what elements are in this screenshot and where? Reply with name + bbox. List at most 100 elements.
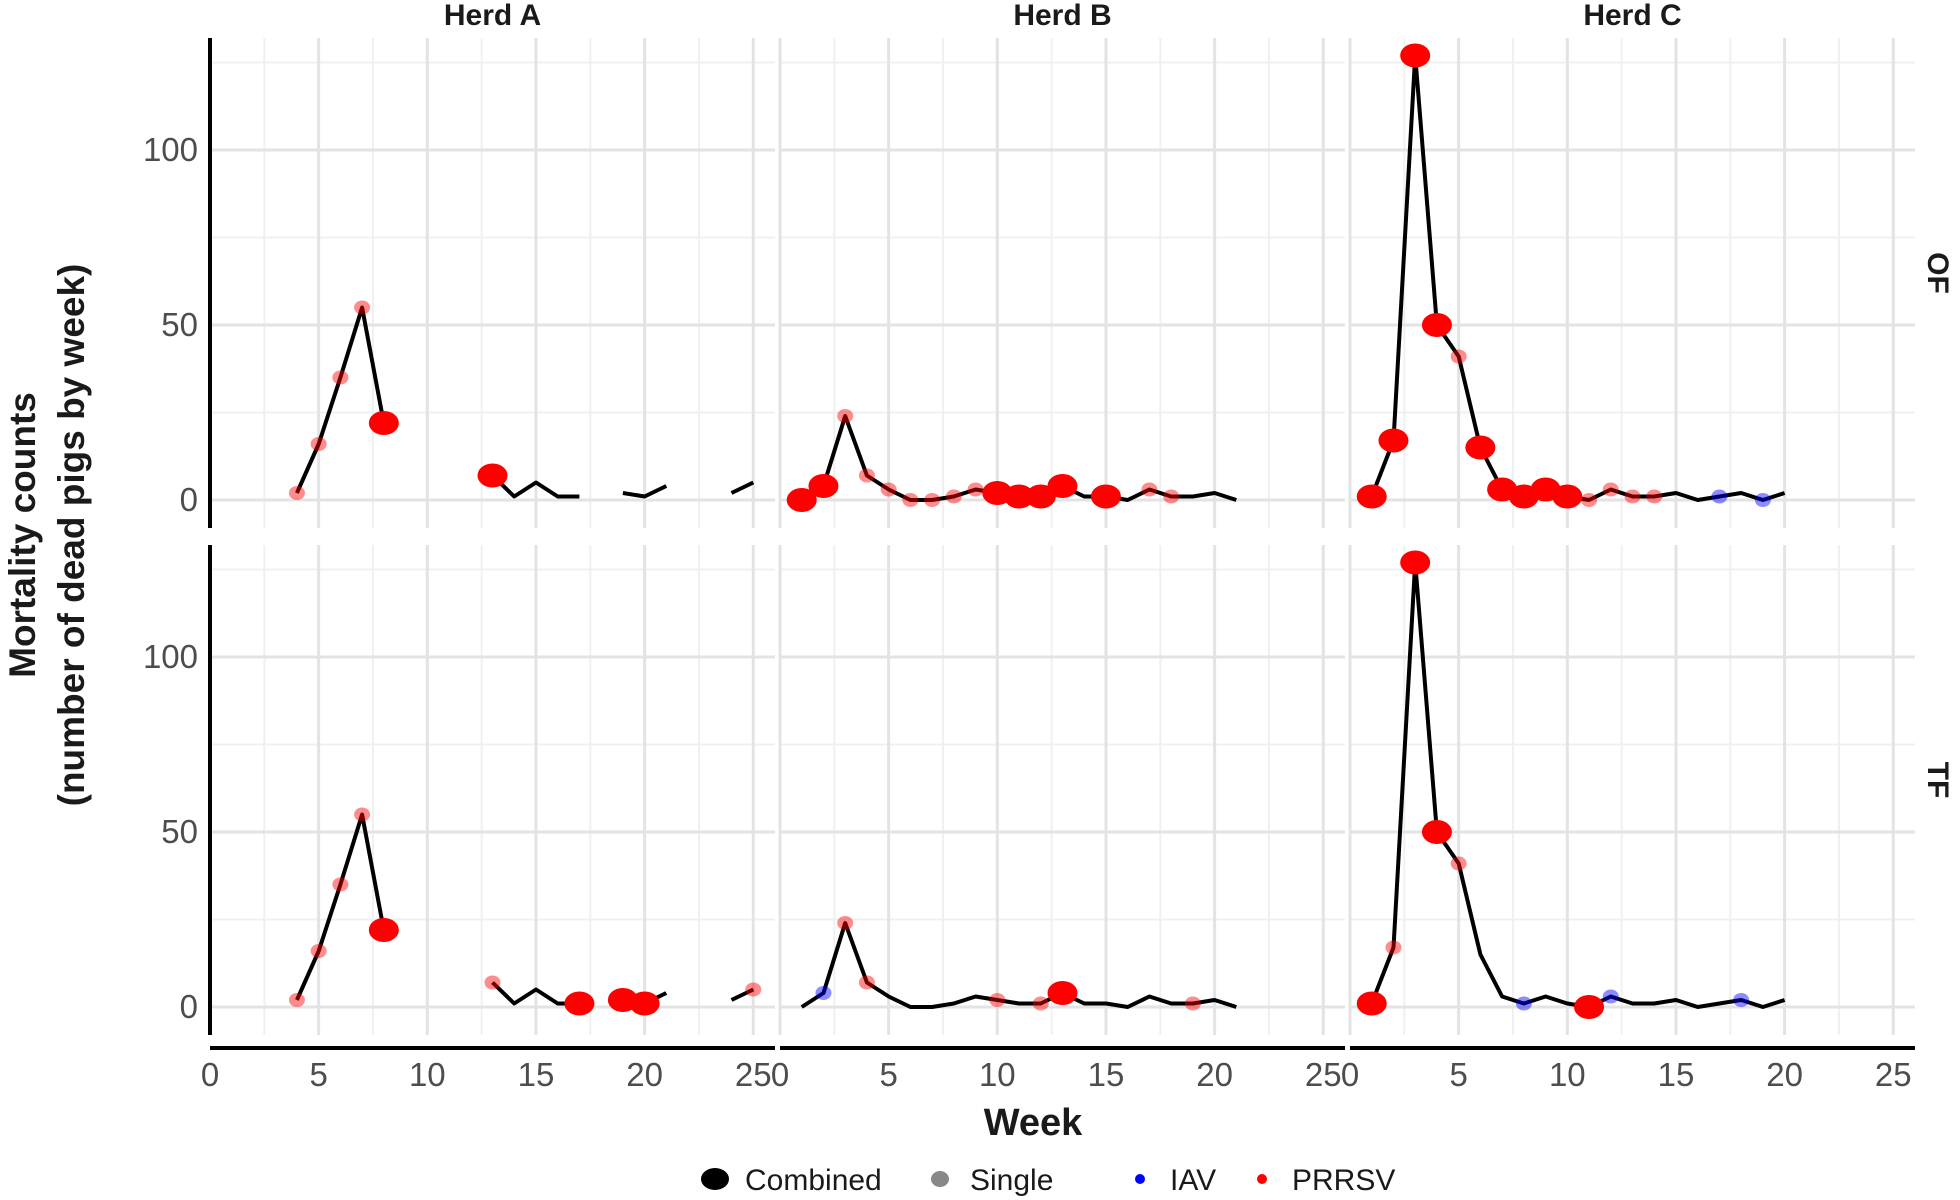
legend: Combined Single IAV PRRSV — [701, 1164, 1395, 1197]
single-prrsv-point — [1602, 482, 1619, 497]
single-prrsv-point — [1450, 349, 1467, 364]
single-prrsv-point — [880, 482, 897, 497]
single-prrsv-point — [1581, 493, 1598, 507]
legend-label-combined: Combined — [745, 1164, 882, 1197]
panel-herd-c-of — [1348, 38, 1915, 528]
combined-prrsv-point — [1047, 981, 1078, 1005]
single-prrsv-point — [1184, 996, 1201, 1011]
strip-label-herd-c: Herd C — [1583, 0, 1681, 32]
single-prrsv-point — [967, 482, 984, 497]
single-prrsv-point — [1646, 489, 1663, 504]
x-tick-label: 10 — [1549, 1056, 1586, 1093]
single-prrsv-point — [989, 993, 1006, 1007]
single-prrsv-point — [332, 370, 349, 385]
combined-prrsv-point — [1356, 484, 1387, 509]
combined-prrsv-point — [1025, 484, 1056, 509]
single-prrsv-point — [1385, 940, 1402, 955]
single-prrsv-point — [1141, 482, 1158, 497]
series-line — [730, 480, 755, 495]
combined-prrsv-point — [1004, 484, 1035, 509]
panels-layer — [208, 38, 1915, 1035]
combined-prrsv-point — [1465, 435, 1496, 460]
legend-item-iav: IAV — [1135, 1164, 1216, 1197]
y-axis-title-line2: (number of dead pigs by week) — [51, 264, 92, 807]
panel-data — [1356, 43, 1786, 509]
y-tick-label: 100 — [143, 638, 198, 675]
strip-label-herd-b: Herd B — [1013, 0, 1111, 32]
x-axis-title: Week — [984, 1102, 1083, 1144]
single-iav-point — [1602, 989, 1619, 1004]
panel-herd-b-of — [778, 38, 1345, 528]
legend-item-prrsv: PRRSV — [1257, 1164, 1395, 1197]
legend-key-prrsv — [1257, 1174, 1267, 1184]
combined-prrsv-point — [477, 463, 508, 488]
legend-key-iav — [1135, 1174, 1145, 1184]
combined-prrsv-point — [368, 411, 399, 435]
legend-key-combined — [701, 1168, 729, 1190]
single-prrsv-point — [837, 916, 854, 930]
x-tick-label: 15 — [518, 1056, 555, 1093]
x-tick-label: 10 — [979, 1056, 1016, 1093]
y-tick-label: 0 — [180, 481, 198, 518]
y-axis-title-line1: Mortality counts — [2, 392, 43, 678]
panel-herd-a-of — [208, 38, 775, 528]
series-line — [295, 812, 386, 1001]
combined-prrsv-point — [1574, 995, 1605, 1019]
legend-item-combined: Combined — [701, 1164, 882, 1197]
x-tick-label: 10 — [409, 1056, 446, 1093]
single-prrsv-point — [745, 982, 762, 997]
row-strip-label-of: OF — [1921, 252, 1954, 294]
x-tick-label: 0 — [771, 1056, 789, 1093]
single-prrsv-point — [288, 993, 305, 1007]
single-prrsv-point — [902, 493, 919, 507]
row-strip-label-tf: TF — [1921, 762, 1954, 799]
single-prrsv-point — [945, 489, 962, 504]
x-tick-label: 5 — [1449, 1056, 1467, 1093]
series-line — [1369, 560, 1786, 1009]
x-tick-label: 0 — [201, 1056, 219, 1093]
single-prrsv-point — [858, 468, 875, 483]
x-tick-label: 25 — [1305, 1056, 1342, 1093]
y-tick-label: 50 — [161, 306, 198, 343]
single-prrsv-point — [354, 300, 371, 315]
series-line — [295, 305, 386, 494]
combined-prrsv-point — [1400, 550, 1431, 575]
panel-data — [288, 300, 755, 500]
combined-prrsv-point — [1421, 820, 1452, 844]
single-prrsv-point — [1624, 489, 1641, 504]
x-tick-label: 15 — [1658, 1056, 1695, 1093]
single-prrsv-point — [1163, 489, 1180, 504]
y-tick-label: 0 — [180, 988, 198, 1025]
x-tick-label: 20 — [626, 1056, 663, 1093]
combined-prrsv-point — [1421, 313, 1452, 337]
x-tick-label: 25 — [1875, 1056, 1912, 1093]
combined-prrsv-point — [1090, 484, 1121, 509]
legend-label-prrsv: PRRSV — [1292, 1164, 1395, 1197]
series-line — [1369, 53, 1786, 502]
single-prrsv-point — [288, 486, 305, 500]
series-line — [800, 921, 1237, 1009]
series-line — [491, 474, 580, 499]
combined-prrsv-point — [564, 991, 595, 1016]
y-tick-label: 100 — [143, 131, 198, 168]
combined-prrsv-point — [1047, 474, 1078, 498]
series-line — [622, 484, 668, 499]
single-iav-point — [1515, 996, 1532, 1011]
legend-item-single: Single — [931, 1164, 1053, 1197]
single-prrsv-point — [1032, 996, 1049, 1011]
combined-prrsv-point — [1552, 484, 1583, 509]
combined-prrsv-point — [1356, 991, 1387, 1016]
single-prrsv-point — [837, 409, 854, 423]
x-tick-label: 15 — [1088, 1056, 1125, 1093]
panel-data — [800, 916, 1237, 1011]
x-tick-label: 5 — [309, 1056, 327, 1093]
combined-prrsv-point — [368, 918, 399, 942]
legend-key-single — [931, 1171, 949, 1187]
legend-label-iav: IAV — [1170, 1164, 1216, 1197]
single-prrsv-point — [310, 437, 327, 451]
x-tick-label: 5 — [879, 1056, 897, 1093]
single-prrsv-point — [310, 944, 327, 958]
combined-prrsv-point — [786, 488, 817, 512]
panel-herd-a-tf — [208, 545, 775, 1035]
